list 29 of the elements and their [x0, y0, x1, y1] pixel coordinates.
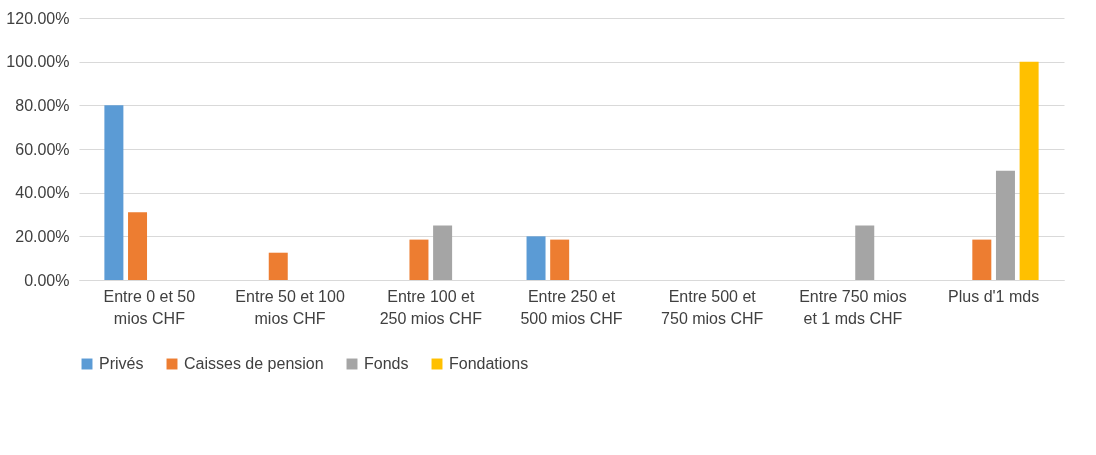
x-tick-label: Entre 500 et 750 mios CHF [661, 287, 764, 327]
legend-label: Privés [99, 355, 144, 372]
y-tick-label: 60.00% [15, 140, 70, 158]
y-tick-label: 0.00% [24, 271, 70, 289]
legend-label: Fondations [449, 355, 529, 372]
y-tick-label: 80.00% [15, 96, 70, 114]
bar [972, 239, 992, 280]
bar [550, 239, 570, 280]
x-tick-label: Entre 750 mios et 1 mds CHF [799, 287, 907, 327]
x-tick-label: Entre 0 et 50 mios CHF [103, 287, 196, 327]
bar [433, 225, 453, 280]
bar [268, 252, 288, 280]
bar [128, 212, 148, 280]
y-tick-label: 20.00% [15, 227, 70, 245]
bar [526, 236, 546, 280]
bar [855, 225, 875, 280]
bar [409, 239, 429, 280]
x-tick-label: Entre 100 et 250 mios CHF [379, 287, 483, 327]
x-tick-label: Entre 250 et 500 mios CHF [520, 287, 623, 327]
bar [1019, 61, 1039, 280]
y-tick-label: 40.00% [15, 184, 70, 202]
y-tick-label: 100.00% [6, 53, 70, 71]
bar [995, 170, 1015, 280]
legend-label: Fonds [364, 355, 409, 372]
legend-label: Caisses de pension [184, 355, 324, 372]
x-tick-label: Plus d'1 mds [948, 287, 1040, 305]
bar [104, 105, 124, 280]
x-tick-label: Entre 50 et 100 mios CHF [235, 287, 345, 327]
y-tick-label: 120.00% [6, 9, 70, 27]
